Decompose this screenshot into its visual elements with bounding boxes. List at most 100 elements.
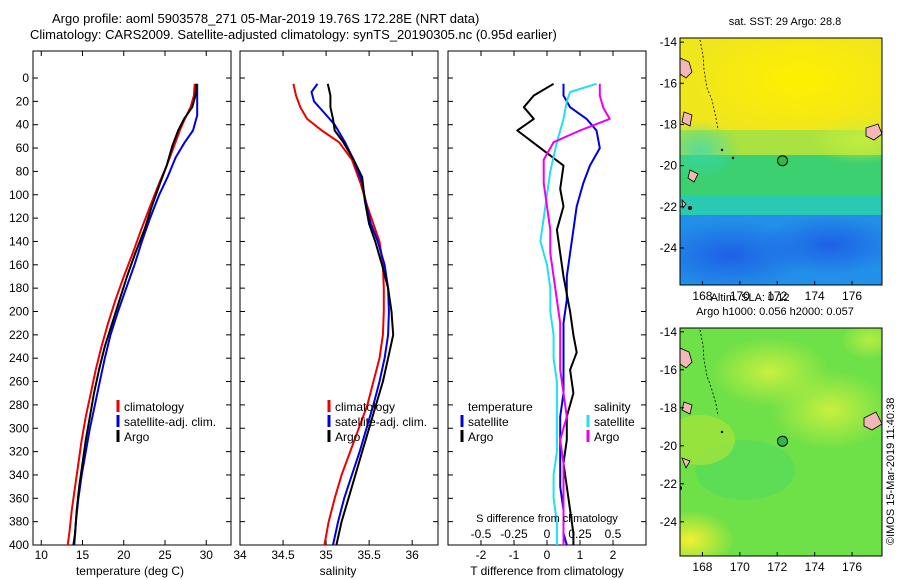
sst-map-argo-marker	[777, 155, 788, 167]
temperature-axes-box	[32, 50, 232, 546]
x-tick-label: 2	[610, 548, 617, 562]
x-tick-label: 35	[319, 548, 333, 562]
y-tick-label: 120	[9, 211, 29, 225]
y-tick-label: 300	[9, 421, 29, 435]
series-argo	[72, 83, 198, 546]
salinity-panel: 34 34.5 35 35.5 36 salinity climatology sate…	[233, 50, 439, 578]
sla-map-argo-marker	[777, 435, 788, 447]
map-x-tick-label: 172	[767, 560, 787, 574]
salinity-legend: climatology satellite-adj. clim. Argo	[335, 400, 427, 444]
difference-top-xlabel: S difference from climatology	[476, 513, 618, 525]
title-line-2: Climatology: CARS2009. Satellite-adjuste…	[30, 27, 557, 42]
legend-temperature-title: temperature	[468, 400, 533, 414]
legend-temperature-argo: Argo	[468, 430, 494, 444]
map-x-tick-label: 170	[730, 560, 750, 574]
sla-map-subtitle: Argo h1000: 0.056 h2000: 0.057	[696, 306, 854, 318]
map-y-tick-label: -18	[660, 401, 678, 415]
x-tick-top-label: -0.25	[500, 527, 528, 541]
map-y-tick-label: -16	[660, 76, 678, 90]
map-y-tick-label: -16	[660, 363, 678, 377]
x-tick-label: -2	[476, 548, 487, 562]
y-tick-label: 60	[16, 141, 30, 155]
y-tick-label: 200	[9, 305, 29, 319]
x-tick-label: 34.5	[271, 548, 295, 562]
x-tick-label: 15	[76, 548, 90, 562]
sla-map-title: Altim. SLA: 0.12	[711, 292, 790, 304]
difference-legend-salinity: salinity satellite Argo	[594, 400, 635, 444]
map-x-tick-label: 168	[692, 289, 712, 303]
sla-land	[680, 329, 882, 490]
x-tick-top-label: 0	[544, 527, 551, 541]
map-x-tick-label: 176	[842, 289, 862, 303]
x-tick-label: 35.5	[357, 548, 381, 562]
sst-land	[680, 39, 882, 210]
legend-satellite-adj-clim: satellite-adj. clim.	[124, 415, 216, 429]
y-tick-label: 100	[9, 188, 29, 202]
difference-panel: -2 -1 0 1 2-0.5 -0.25 0 0.25 0.5 T difference fr…	[447, 50, 647, 578]
sst-map: sat. SST: 29 Argo: 28.8 168 170 172 174 17	[660, 16, 883, 303]
salinity-axes-box	[239, 50, 439, 546]
legend-salinity-title: salinity	[594, 400, 631, 414]
sst-map-title: sat. SST: 29 Argo: 28.8	[729, 16, 842, 28]
x-tick-top-label: -0.5	[471, 527, 492, 541]
map-y-tick-label: -20	[660, 159, 678, 173]
y-tick-label: 380	[9, 515, 29, 529]
series-salinity-argo	[542, 83, 611, 545]
map-x-tick-label: 174	[805, 560, 825, 574]
legend-salinity-argo: Argo	[594, 430, 620, 444]
map-x-tick-label: 174	[805, 289, 825, 303]
y-tick-label: 40	[16, 118, 30, 132]
series-salinity-satellite	[539, 82, 597, 545]
map-y-tick-label: -24	[660, 515, 678, 529]
map-x-tick-label: 168	[692, 560, 712, 574]
map-y-tick-label: -14	[660, 325, 678, 339]
difference-legend-temperature: temperature satellite Argo	[468, 400, 533, 444]
map-y-tick-label: -22	[660, 200, 678, 214]
series-temperature-satellite	[559, 83, 601, 546]
map-y-tick-label: -24	[660, 241, 678, 255]
y-tick-label: 400	[9, 538, 29, 552]
legend-climatology: climatology	[124, 400, 184, 414]
difference-xlabel: T difference from climatology	[470, 564, 624, 578]
y-tick-label: 360	[9, 491, 29, 505]
y-tick-label: 180	[9, 281, 29, 295]
temperature-panel: 10 15 20 25 30020406080100120140160180200220…	[9, 50, 232, 578]
map-x-tick-label: 172	[767, 289, 787, 303]
x-tick-label: 34	[233, 548, 247, 562]
y-tick-label: 0	[22, 71, 29, 85]
title-line-1: Argo profile: aoml 5903578_271 05-Mar-20…	[52, 11, 480, 26]
y-tick-label: 320	[9, 445, 29, 459]
x-tick-label: 20	[117, 548, 131, 562]
series-satellite-adj-clim-	[73, 83, 199, 546]
sla-map: Altim. SLA: 0.12 Argo h1000: 0.056 h2000…	[660, 292, 883, 574]
salinity-xlabel: salinity	[320, 564, 357, 578]
y-tick-label: 160	[9, 258, 29, 272]
map-y-tick-label: -14	[660, 35, 678, 49]
y-tick-label: 80	[16, 164, 30, 178]
temperature-xlabel: temperature (deg C)	[76, 564, 184, 578]
legend-satellite-adj-clim: satellite-adj. clim.	[335, 415, 427, 429]
x-tick-label: 25	[158, 548, 172, 562]
map-x-tick-label: 176	[842, 560, 862, 574]
y-tick-label: 20	[16, 94, 30, 108]
temperature-legend: climatology satellite-adj. clim. Argo	[124, 400, 216, 444]
legend-argo: Argo	[124, 430, 150, 444]
y-tick-label: 220	[9, 328, 29, 342]
y-tick-label: 240	[9, 351, 29, 365]
x-tick-label: -1	[509, 548, 520, 562]
series-climatology	[66, 83, 196, 546]
x-tick-label: 30	[200, 548, 214, 562]
difference-axes-box	[447, 50, 647, 546]
y-tick-label: 340	[9, 468, 29, 482]
y-tick-label: 280	[9, 398, 29, 412]
footer-copyright: ©IMOS 15-Mar-2019 11:40:38	[885, 398, 897, 545]
x-tick-label: 36	[405, 548, 419, 562]
legend-climatology: climatology	[335, 400, 395, 414]
y-tick-label: 260	[9, 375, 29, 389]
x-tick-label: 1	[577, 548, 584, 562]
x-tick-label: 0	[544, 548, 551, 562]
map-x-tick-label: 170	[730, 289, 750, 303]
series-argo	[326, 83, 395, 546]
map-y-tick-label: -18	[660, 117, 678, 131]
